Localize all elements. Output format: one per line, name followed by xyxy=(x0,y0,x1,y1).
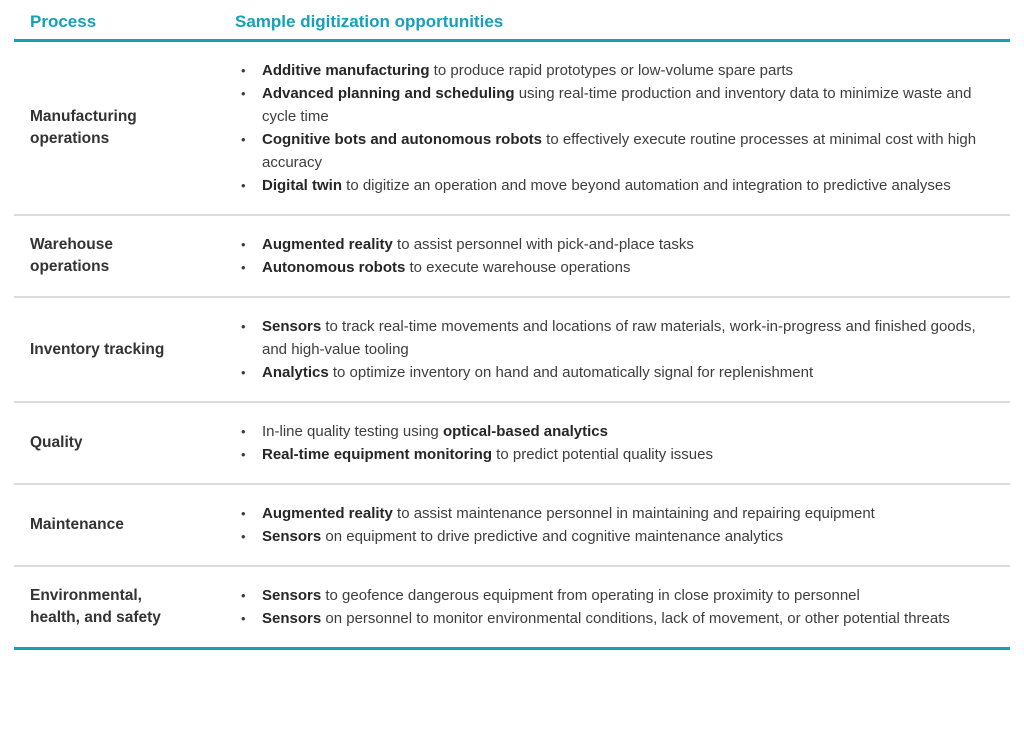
opportunity-description: using real-time production and inventory… xyxy=(262,85,972,125)
opportunity-term: Sensors xyxy=(262,528,322,545)
bullet-icon: • xyxy=(241,611,246,626)
opportunities-cell: • Sensors to geofence dangerous equipment… xyxy=(235,567,1010,647)
table-row: Quality • In-line quality testing using op… xyxy=(14,403,1010,485)
opportunity-term: Cognitive bots and autonomous robots xyxy=(262,131,542,148)
table-row: Maintenance • Augmented reality to assist … xyxy=(14,485,1010,567)
opportunity-item: • Sensors to track real-time movements an… xyxy=(241,315,996,361)
opportunity-item: • Digital twin to digitize an operation a… xyxy=(241,174,996,197)
opportunity-description: In-line quality testing using xyxy=(262,423,443,440)
opportunity-description: to geofence dangerous equipment from ope… xyxy=(321,587,860,604)
table-body: Manufacturing operations • Additive manufa… xyxy=(14,42,1010,650)
opportunity-list: • Augmented reality to assist maintenance… xyxy=(235,502,996,548)
opportunity-item: • Advanced planning and scheduling using … xyxy=(241,82,996,128)
opportunity-item: • Analytics to optimize inventory on hand… xyxy=(241,361,996,384)
bullet-icon: • xyxy=(241,86,246,101)
bullet-icon: • xyxy=(241,63,246,78)
opportunity-term: Sensors xyxy=(262,587,322,604)
opportunities-cell: • Augmented reality to assist personnel w… xyxy=(235,216,1010,296)
process-label: Maintenance xyxy=(30,516,124,533)
opportunity-term: Real-time equipment monitoring xyxy=(262,446,493,463)
opportunity-list: • Sensors to track real-time movements an… xyxy=(235,315,996,384)
opportunity-item: • Additive manufacturing to produce rapid… xyxy=(241,59,996,82)
opportunity-list: • Augmented reality to assist personnel w… xyxy=(235,233,996,279)
opportunity-item: • Augmented reality to assist personnel w… xyxy=(241,233,996,256)
opportunity-item: • Real-time equipment monitoring to predi… xyxy=(241,443,996,466)
opportunity-description: to assist maintenance personnel in maint… xyxy=(392,505,875,522)
opportunity-item: • Autonomous robots to execute warehouse … xyxy=(241,256,996,279)
opportunity-term: Augmented reality xyxy=(262,236,393,253)
table-row: Warehouse operations • Augmented reality t… xyxy=(14,216,1010,298)
opportunity-term: Additive manufacturing xyxy=(262,62,430,79)
opportunity-term: optical-based analytics xyxy=(442,423,608,440)
opportunities-cell: • Additive manufacturing to produce rapid… xyxy=(235,42,1010,214)
opportunity-list: • Sensors to geofence dangerous equipment… xyxy=(235,584,996,630)
opportunity-description: to produce rapid prototypes or low-volum… xyxy=(429,62,794,79)
opportunity-item: • Sensors on personnel to monitor environ… xyxy=(241,607,996,630)
bullet-icon: • xyxy=(241,424,246,439)
opportunity-term: Sensors xyxy=(262,610,322,627)
process-label: Warehouse operations xyxy=(30,236,113,275)
opportunity-description: to optimize inventory on hand and automa… xyxy=(328,364,814,381)
process-label: Environmental, health, and safety xyxy=(30,587,161,626)
opportunity-term: Sensors xyxy=(262,318,322,335)
process-label: Quality xyxy=(30,434,83,451)
opportunity-item: • Sensors on equipment to drive predictiv… xyxy=(241,525,996,548)
bullet-icon: • xyxy=(241,132,246,147)
bullet-icon: • xyxy=(241,506,246,521)
opportunity-item: • Augmented reality to assist maintenance… xyxy=(241,502,996,525)
bullet-icon: • xyxy=(241,447,246,462)
bullet-icon: • xyxy=(241,178,246,193)
opportunity-description: on equipment to drive predictive and cog… xyxy=(321,528,784,545)
opportunities-cell: • In-line quality testing using optical-b… xyxy=(235,403,1010,483)
opportunity-description: to assist personnel with pick-and-place … xyxy=(392,236,694,253)
opportunity-term: Advanced planning and scheduling xyxy=(262,85,515,102)
opportunity-description: to predict potential quality issues xyxy=(492,446,713,463)
column-header-opportunities: Sample digitization opportunities xyxy=(235,12,504,31)
column-header-process: Process xyxy=(30,12,97,31)
opportunity-description: to digitize an operation and move beyond… xyxy=(342,177,951,194)
table-header-row: Process Sample digitization opportunitie… xyxy=(14,8,1010,42)
table-row: Inventory tracking • Sensors to track real… xyxy=(14,298,1010,403)
opportunity-description: on personnel to monitor environmental co… xyxy=(321,610,950,627)
table-row: Environmental, health, and safety • Sensor… xyxy=(14,567,1010,650)
opportunity-item: • Cognitive bots and autonomous robots to… xyxy=(241,128,996,174)
opportunity-term: Digital twin xyxy=(262,177,342,194)
bullet-icon: • xyxy=(241,237,246,252)
opportunity-list: • Additive manufacturing to produce rapid… xyxy=(235,59,996,197)
bullet-icon: • xyxy=(241,588,246,603)
opportunity-term: Autonomous robots xyxy=(262,259,406,276)
opportunity-description: to effectively execute routine processes… xyxy=(262,131,977,171)
bullet-icon: • xyxy=(241,319,246,334)
opportunities-cell: • Sensors to track real-time movements an… xyxy=(235,298,1010,401)
opportunity-description: to track real-time movements and locatio… xyxy=(262,318,976,358)
opportunity-item: • In-line quality testing using optical-b… xyxy=(241,420,996,443)
process-label: Manufacturing operations xyxy=(30,108,137,147)
opportunity-list: • In-line quality testing using optical-b… xyxy=(235,420,996,466)
opportunity-term: Augmented reality xyxy=(262,505,393,522)
opportunity-item: • Sensors to geofence dangerous equipment… xyxy=(241,584,996,607)
opportunities-cell: • Augmented reality to assist maintenance… xyxy=(235,485,1010,565)
digitization-opportunities-table: Process Sample digitization opportunitie… xyxy=(14,8,1010,650)
bullet-icon: • xyxy=(241,529,246,544)
bullet-icon: • xyxy=(241,260,246,275)
opportunity-description: to execute warehouse operations xyxy=(405,259,631,276)
process-label: Inventory tracking xyxy=(30,340,165,358)
table-row: Manufacturing operations • Additive manufa… xyxy=(14,42,1010,216)
bullet-icon: • xyxy=(241,365,246,380)
opportunity-term: Analytics xyxy=(262,364,329,381)
